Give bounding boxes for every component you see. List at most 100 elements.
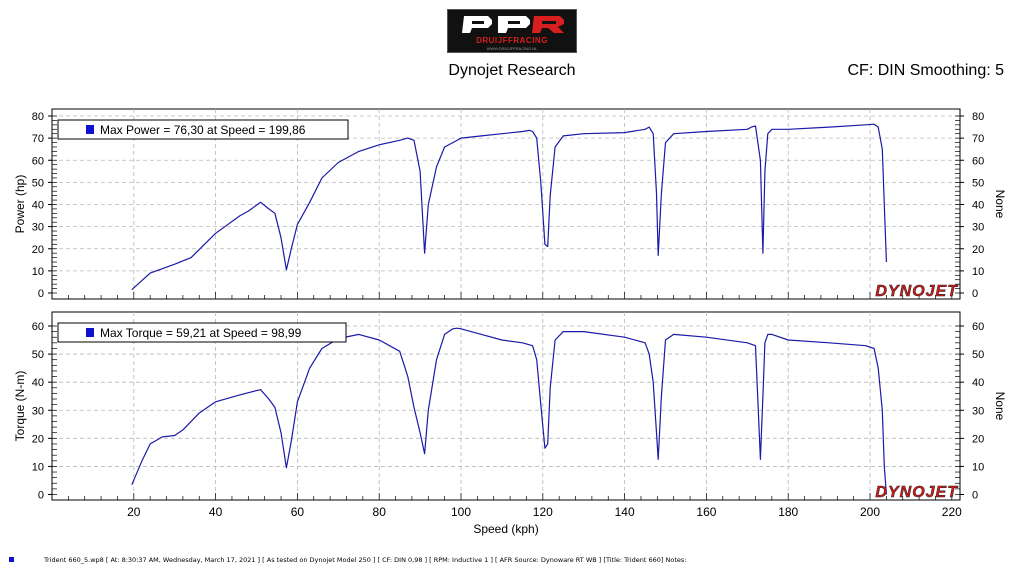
data-point [624, 132, 625, 133]
data-point [240, 394, 241, 395]
x-tick-label: 40 [209, 505, 223, 519]
y-tick-label-right: 50 [972, 349, 984, 361]
data-point [444, 146, 445, 147]
x-tick-label: 180 [778, 505, 798, 519]
data-point [321, 348, 322, 349]
data-point [706, 337, 707, 338]
data-point [215, 401, 216, 402]
legend-box [57, 322, 347, 343]
data-point [865, 124, 866, 125]
data-point [456, 328, 457, 329]
data-point [291, 248, 292, 249]
data-point [583, 133, 584, 134]
data-point [540, 404, 541, 405]
y-tick-label-right: 50 [972, 177, 984, 189]
data-point [274, 407, 275, 408]
data-point [399, 140, 400, 141]
data-point [829, 126, 830, 127]
data-point [481, 334, 482, 335]
y-tick-label-right: 70 [972, 133, 984, 145]
data-point [767, 334, 768, 335]
data-point [141, 460, 142, 461]
y-tick-label: 10 [32, 461, 44, 473]
y-axis-label-right: None [993, 190, 1007, 219]
y-tick-label: 20 [32, 244, 44, 256]
data-point [747, 129, 748, 130]
y-tick-label: 40 [32, 200, 44, 212]
y-tick-label-right: 60 [972, 155, 984, 167]
data-point [529, 130, 530, 131]
data-point [886, 261, 887, 262]
y-tick-label: 10 [32, 266, 44, 278]
footer-marker [9, 557, 14, 562]
plot-frame [51, 311, 961, 501]
data-point [882, 410, 883, 411]
data-point [644, 129, 645, 130]
data-point [767, 133, 768, 134]
data-point [788, 339, 789, 340]
data-point [240, 215, 241, 216]
data-point [522, 131, 523, 132]
dynojet-watermark: DYNOJET [875, 484, 958, 501]
y-tick-label-right: 60 [972, 321, 984, 333]
data-point [291, 441, 292, 442]
data-point [413, 407, 414, 408]
y-tick-label: 80 [32, 111, 44, 123]
data-point [878, 126, 879, 127]
data-point [150, 443, 151, 444]
data-point [865, 345, 866, 346]
data-point [624, 337, 625, 338]
data-point [673, 334, 674, 335]
data-point [280, 237, 281, 238]
data-point [424, 453, 425, 454]
x-tick-label: 100 [451, 505, 471, 519]
data-point [665, 142, 666, 143]
data-point [215, 233, 216, 234]
data-point [379, 144, 380, 145]
data-point [658, 255, 659, 256]
data-point [407, 138, 408, 139]
data-point [190, 257, 191, 258]
data-point [536, 359, 537, 360]
legend-text: Max Power = 76,30 at Speed = 199,86 [100, 123, 306, 137]
data-point [653, 382, 654, 383]
data-point [760, 459, 761, 460]
legend-marker [86, 328, 94, 337]
data-point [653, 133, 654, 134]
data-point [150, 272, 151, 273]
data-point [131, 484, 132, 485]
y-tick-label-right: 20 [972, 433, 984, 445]
dynojet-watermark: DYNOJET [875, 283, 958, 300]
y-tick-label: 60 [32, 321, 44, 333]
data-point [297, 224, 298, 225]
data-point [358, 334, 359, 335]
data-point [274, 213, 275, 214]
y-tick-label-right: 0 [972, 490, 978, 502]
dyno-chart: 0 0 10 10 20 20 30 30 40 40 50 50 60 60 70 70 80 80 Power … [13, 108, 1007, 536]
data-point [554, 339, 555, 340]
x-tick-label: 200 [860, 505, 880, 519]
data-point [131, 289, 132, 290]
data-point [554, 146, 555, 147]
data-point [658, 459, 659, 460]
data-point [358, 151, 359, 152]
y-tick-label: 30 [32, 405, 44, 417]
data-point [268, 398, 269, 399]
data-point [747, 342, 748, 343]
legend-text: Max Torque = 59,21 at Speed = 98,99 [100, 326, 302, 340]
y-tick-label: 50 [32, 177, 44, 189]
logo-subtext: WWW.DRUIJFFRACING.NL [486, 46, 538, 51]
x-tick-label: 220 [942, 505, 962, 519]
x-tick-label: 20 [127, 505, 141, 519]
data-point [428, 410, 429, 411]
series-line [131, 123, 887, 291]
y-tick-label: 40 [32, 377, 44, 389]
y-axis-label: Power (hp) [13, 175, 27, 234]
y-tick-label-right: 10 [972, 266, 984, 278]
data-point [661, 396, 662, 397]
x-tick-label: 120 [533, 505, 553, 519]
y-tick-label: 0 [38, 288, 44, 300]
data-point [260, 202, 261, 203]
data-point [536, 138, 537, 139]
data-point [174, 435, 175, 436]
